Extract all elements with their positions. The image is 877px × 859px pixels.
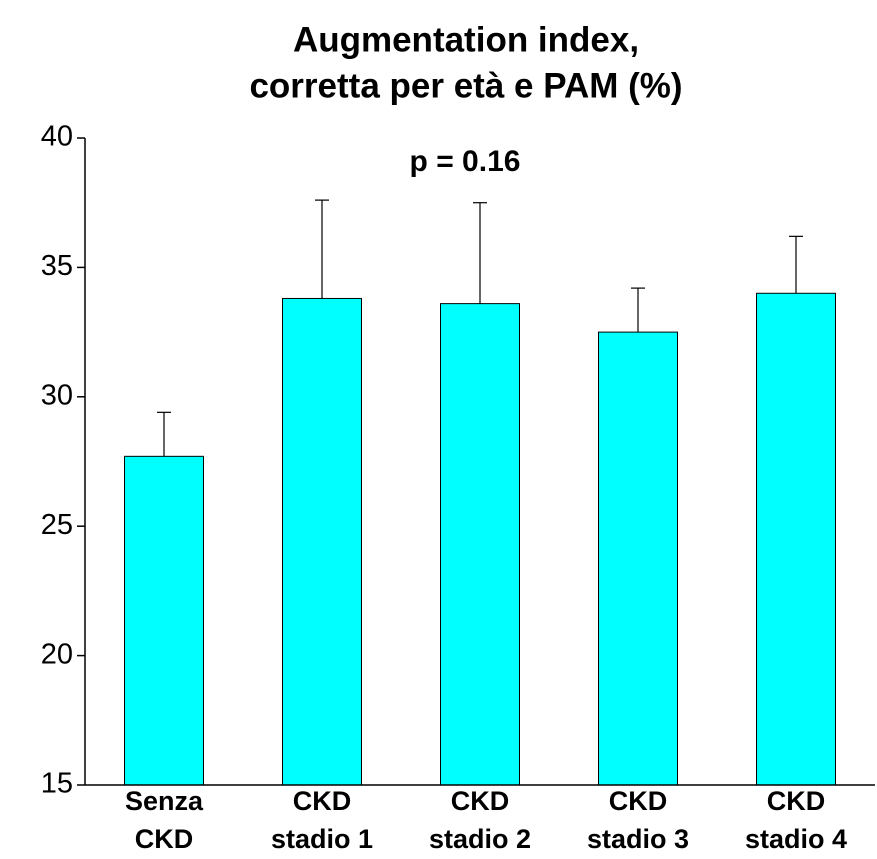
- x-tick-label: stadio 1: [271, 824, 373, 854]
- y-tick-label: 40: [41, 121, 73, 153]
- bar: [598, 331, 678, 786]
- bar: [756, 292, 836, 786]
- bar: [124, 455, 204, 786]
- x-tick-label: CKD: [135, 824, 194, 854]
- bar: [440, 303, 520, 786]
- y-tick-label: 20: [41, 638, 73, 670]
- x-tick-label: stadio 4: [745, 824, 847, 854]
- x-tick-label: CKD: [609, 786, 668, 816]
- x-tick-label: CKD: [767, 786, 826, 816]
- y-tick-label: 15: [41, 768, 73, 800]
- chart-title: corretta per età e PAM (%): [249, 66, 682, 105]
- x-tick-label: CKD: [451, 786, 510, 816]
- chart-title: Augmentation index,: [293, 20, 639, 59]
- x-tick-label: CKD: [293, 786, 352, 816]
- y-tick-label: 25: [41, 509, 73, 541]
- x-tick-label: stadio 3: [587, 824, 689, 854]
- y-tick-label: 35: [41, 250, 73, 282]
- x-tick-label: stadio 2: [429, 824, 531, 854]
- x-tick-label: Senza: [125, 786, 204, 816]
- annotation: p = 0.16: [410, 145, 521, 178]
- y-tick-label: 30: [41, 379, 73, 411]
- bar: [282, 297, 362, 786]
